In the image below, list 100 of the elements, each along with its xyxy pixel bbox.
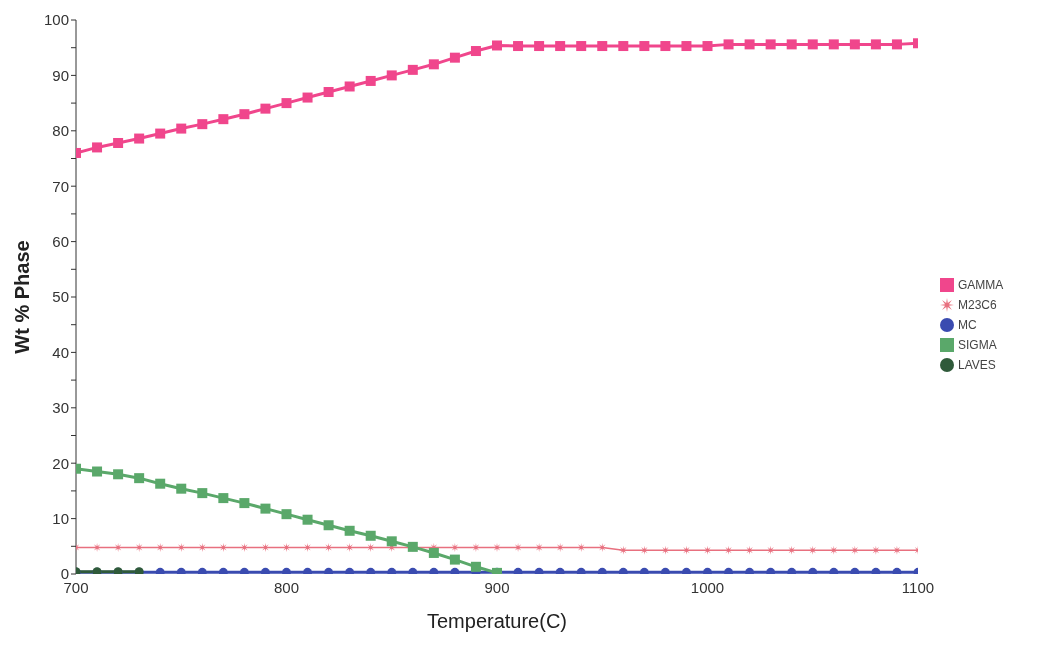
point [681, 41, 692, 52]
y-axis-title: Wt % Phase [11, 240, 34, 354]
x-axis-title: Temperature(C) [426, 610, 568, 632]
point [345, 567, 355, 574]
y-tick-label: 40 [52, 343, 69, 361]
x-tick-label: 800 [273, 578, 300, 596]
point [850, 567, 860, 574]
y-tick-label: 30 [52, 399, 69, 417]
point [344, 81, 355, 92]
point [828, 39, 839, 50]
point [786, 39, 797, 50]
y-tick-label: 20 [52, 454, 69, 472]
y-tick-label: 70 [52, 177, 69, 195]
point [555, 41, 566, 52]
point [576, 567, 586, 574]
point [534, 567, 544, 574]
point [155, 567, 165, 574]
point [449, 52, 460, 63]
point [871, 567, 881, 574]
point [218, 567, 228, 574]
point [703, 567, 712, 574]
point [639, 41, 650, 52]
point [618, 545, 628, 555]
point [344, 525, 355, 536]
legend-label: LAVES [958, 358, 996, 372]
point [870, 39, 881, 50]
point [849, 39, 860, 50]
point [92, 466, 103, 477]
x-tick-label: 1100 [901, 578, 935, 596]
point [555, 567, 565, 574]
point [260, 567, 270, 574]
point [766, 567, 776, 574]
point [618, 41, 629, 52]
point [407, 64, 418, 75]
point [703, 545, 712, 555]
point [808, 567, 818, 574]
point [829, 567, 839, 574]
point [260, 103, 271, 114]
point [470, 46, 481, 57]
point [155, 128, 166, 139]
point [428, 59, 439, 70]
point [787, 567, 797, 574]
point [197, 488, 208, 499]
point [807, 39, 818, 50]
point [618, 567, 628, 574]
point [660, 41, 671, 52]
point [744, 39, 755, 50]
x-tick-label: 1000 [690, 578, 725, 596]
point [534, 41, 545, 52]
point [197, 567, 207, 574]
point [282, 542, 291, 552]
point [891, 39, 902, 50]
point [197, 119, 208, 130]
point [218, 493, 229, 504]
point [450, 567, 460, 574]
point [281, 98, 292, 109]
point [892, 567, 902, 574]
point [323, 520, 334, 531]
y-tick-label: 50 [52, 288, 69, 306]
point [302, 92, 313, 103]
point [302, 514, 313, 525]
y-tick-label: 100 [43, 11, 69, 29]
point [113, 137, 124, 148]
point [176, 483, 187, 494]
point [113, 469, 124, 480]
point [134, 133, 145, 144]
point [681, 567, 691, 574]
point [513, 41, 524, 52]
point [386, 536, 397, 547]
legend-label: GAMMA [958, 278, 1004, 292]
y-tick-label: 60 [52, 232, 69, 250]
point [724, 567, 734, 574]
point [92, 142, 103, 153]
y-tick-label: 90 [52, 66, 69, 84]
y-tick-label: 80 [52, 122, 69, 140]
x-tick-label: 900 [484, 578, 510, 596]
point [428, 547, 439, 558]
point [218, 114, 229, 125]
point [281, 509, 292, 520]
point [386, 70, 397, 81]
point [745, 567, 755, 574]
point [702, 41, 713, 52]
point [323, 87, 334, 98]
point [303, 567, 313, 574]
point [408, 567, 418, 574]
point [365, 530, 376, 541]
point [765, 39, 776, 50]
point [597, 41, 608, 52]
point [429, 567, 439, 574]
point [660, 567, 670, 574]
point [449, 554, 460, 565]
y-tick-label: 10 [52, 509, 69, 527]
point [134, 473, 145, 484]
point [176, 123, 187, 134]
point [597, 567, 607, 574]
point [639, 567, 649, 574]
point [492, 40, 502, 51]
point [470, 561, 481, 572]
point [239, 498, 250, 509]
point [576, 41, 587, 52]
